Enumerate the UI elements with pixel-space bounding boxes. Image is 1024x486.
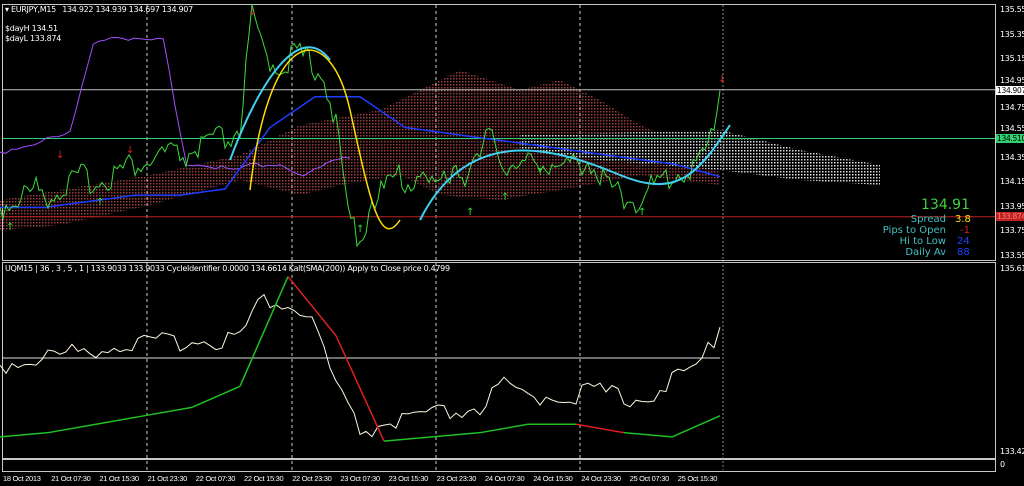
cycle-line-segment: [95, 415, 145, 425]
cycle-line-segment: [47, 423, 97, 434]
ichimoku-cloud: [0, 70, 720, 230]
menu-triangle-icon[interactable]: ▾: [5, 5, 9, 14]
buy-arrow-icon: ↑: [536, 167, 544, 178]
current-price: 134.91: [921, 197, 970, 213]
symbol-label: EURJPY,M15: [10, 5, 56, 14]
time-tick: 18 Oct 2013: [3, 474, 41, 483]
day-high-label: $dayH 134.51: [5, 24, 58, 33]
oscillator-line: [0, 293, 721, 438]
buy-arrow-icon: ↑: [96, 197, 104, 208]
spread-value: 3.8: [955, 214, 971, 225]
sell-arrow-icon: ↓: [126, 145, 134, 156]
indicator-axis-bottom: 133.4211: [1000, 447, 1024, 456]
time-tick: 22 Oct 07:30: [195, 474, 236, 483]
chart-header: ▾ EURJPY,M15 134.922 134.939 134.697 134…: [5, 5, 193, 14]
buy-arrow-icon: ↑: [6, 222, 14, 233]
time-tick: 22 Oct 23:30: [292, 474, 332, 483]
time-tick: 24 Oct 23:30: [581, 474, 621, 483]
cycle-line-segment: [191, 385, 241, 409]
buy-arrow-icon: ↑: [466, 207, 474, 218]
bid-price-tag: 134.907: [996, 86, 1024, 95]
buy-arrow-icon: ↑: [638, 207, 646, 218]
time-tick: 23 Oct 23:30: [436, 474, 477, 483]
cycle-line-segment: [671, 415, 721, 438]
indicator-axis-top: 135.6131: [1000, 264, 1024, 273]
price-tick: 133.555: [1000, 251, 1024, 260]
time-tick: 21 Oct 23:30: [147, 474, 188, 483]
green-level-tag: 134.510: [996, 134, 1024, 143]
sell-arrow-icon: ↓: [248, 7, 256, 18]
time-tick: 21 Oct 07:30: [51, 474, 91, 483]
time-tick: 25 Oct 07:30: [629, 474, 670, 483]
price-tick: 134.955: [1000, 76, 1024, 85]
sell-arrow-icon: ↓: [56, 150, 64, 161]
price-tick: 133.755: [1000, 226, 1024, 236]
price-tick: 135.155: [1000, 54, 1024, 64]
buy-arrow-icon: ↑: [356, 224, 364, 235]
cycle-line-segment: [0, 431, 49, 438]
price-tick: 134.555: [1000, 124, 1024, 133]
cycle-line-segment: [239, 276, 289, 387]
time-tick: 21 Oct 15:30: [99, 474, 139, 483]
blue-indicator-line: [0, 95, 721, 209]
red-level-tag: 133.874: [996, 212, 1024, 221]
cycle-line-segment: [383, 436, 433, 442]
purple-indicator-line: [0, 36, 351, 177]
ichimoku-cloud-future: [520, 130, 880, 185]
close-price-line: [0, 3, 721, 248]
cycle-line-segment: [623, 431, 673, 438]
daily-av-value: 88: [957, 247, 970, 258]
time-tick: 23 Oct 15:30: [388, 474, 429, 483]
spread-label: Spread: [910, 214, 946, 225]
sell-arrow-icon: ↓: [718, 74, 726, 85]
ohlc-values: 134.922 134.939 134.697 134.907: [62, 5, 193, 14]
cyan-curve: [229, 46, 731, 221]
cycle-line-segment: [575, 423, 625, 434]
price-tick: 135.355: [1000, 29, 1024, 39]
main-chart-pane[interactable]: [2, 4, 996, 261]
price-tick: 134.355: [1000, 152, 1024, 162]
yellow-curve: [249, 49, 401, 230]
cycle-line-segment: [287, 276, 337, 337]
cycle-line-segment: [479, 423, 529, 434]
time-tick: 25 Oct 15:30: [677, 474, 718, 483]
day-low-label: $dayL 133.874: [5, 34, 61, 43]
cycle-line-segment: [143, 406, 193, 417]
time-tick: 23 Oct 07:30: [340, 474, 380, 483]
time-tick: 22 Oct 15:30: [244, 474, 284, 483]
pips-to-open-label: Pips to Open: [882, 225, 946, 236]
cycle-line-segment: [431, 431, 481, 438]
price-tick: 135.555: [1000, 5, 1024, 14]
hi-to-low-value: 24: [957, 236, 970, 247]
hi-to-low-label: Hi to Low: [899, 236, 946, 247]
buy-arrow-icon: ↑: [501, 192, 509, 203]
time-tick: 24 Oct 15:30: [533, 474, 573, 483]
price-tick: 134.155: [1000, 177, 1024, 187]
price-tick: 134.755: [1000, 103, 1024, 113]
sub-indicator-pane[interactable]: [2, 459, 996, 472]
price-tick: 133.955: [1000, 201, 1024, 211]
pips-to-open-value: -1: [960, 225, 970, 236]
indicator-title: UQM15 | 36 , 3 , 5 , 1 | 133.9033 133.90…: [5, 264, 450, 273]
time-tick: 24 Oct 07:30: [485, 474, 525, 483]
indicator-pane[interactable]: [2, 262, 996, 459]
daily-av-label: Daily Av: [905, 247, 946, 258]
cycle-line-segment: [335, 335, 385, 442]
sub-pane-label: 0: [1000, 460, 1005, 469]
